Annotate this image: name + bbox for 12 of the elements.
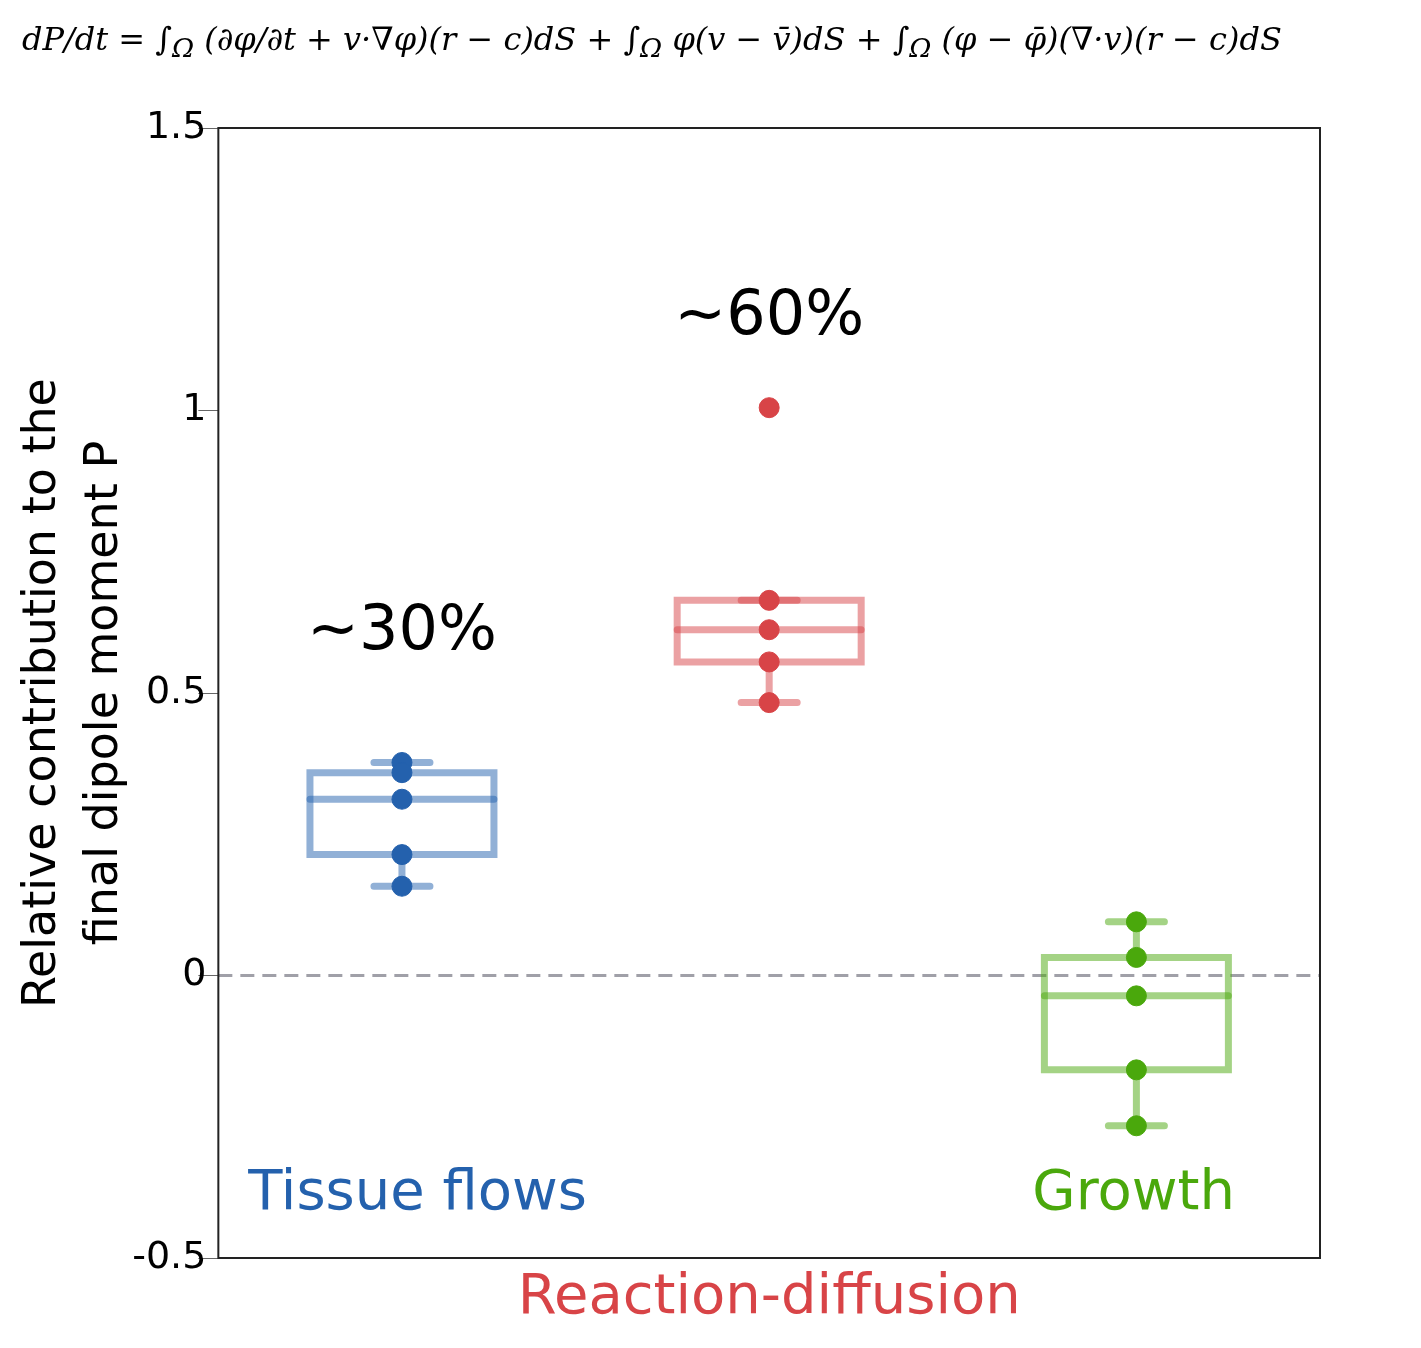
chart-title: dP/dt = ∫$_{Ω}$ (∂φ/∂t + v·∇φ)(r − c)dS + ∫$_{Ω}$ φ(v − v̄)dS + ∫$_{Ω}$ (φ − φ̄)(∇·v)(r − c)dS xyxy=(22,20,1282,64)
y-tick-label: 0 xyxy=(182,950,207,995)
x-tick-label: Reaction-diffusion xyxy=(517,1260,1021,1326)
y-tick-label: -0.5 xyxy=(132,1232,207,1277)
y-axis-title: Relative contribution to the final dipole moment P xyxy=(12,378,129,1008)
y-tick-label: 1.5 xyxy=(145,102,207,147)
annotation: ~60% xyxy=(674,275,865,349)
x-tick-label: Tissue flows xyxy=(247,1156,587,1222)
y-tick-label: 0.5 xyxy=(145,667,207,712)
annotation: ~30% xyxy=(307,590,497,664)
y-tick-label: 1 xyxy=(182,385,207,430)
x-tick-label: Growth xyxy=(1032,1156,1235,1222)
